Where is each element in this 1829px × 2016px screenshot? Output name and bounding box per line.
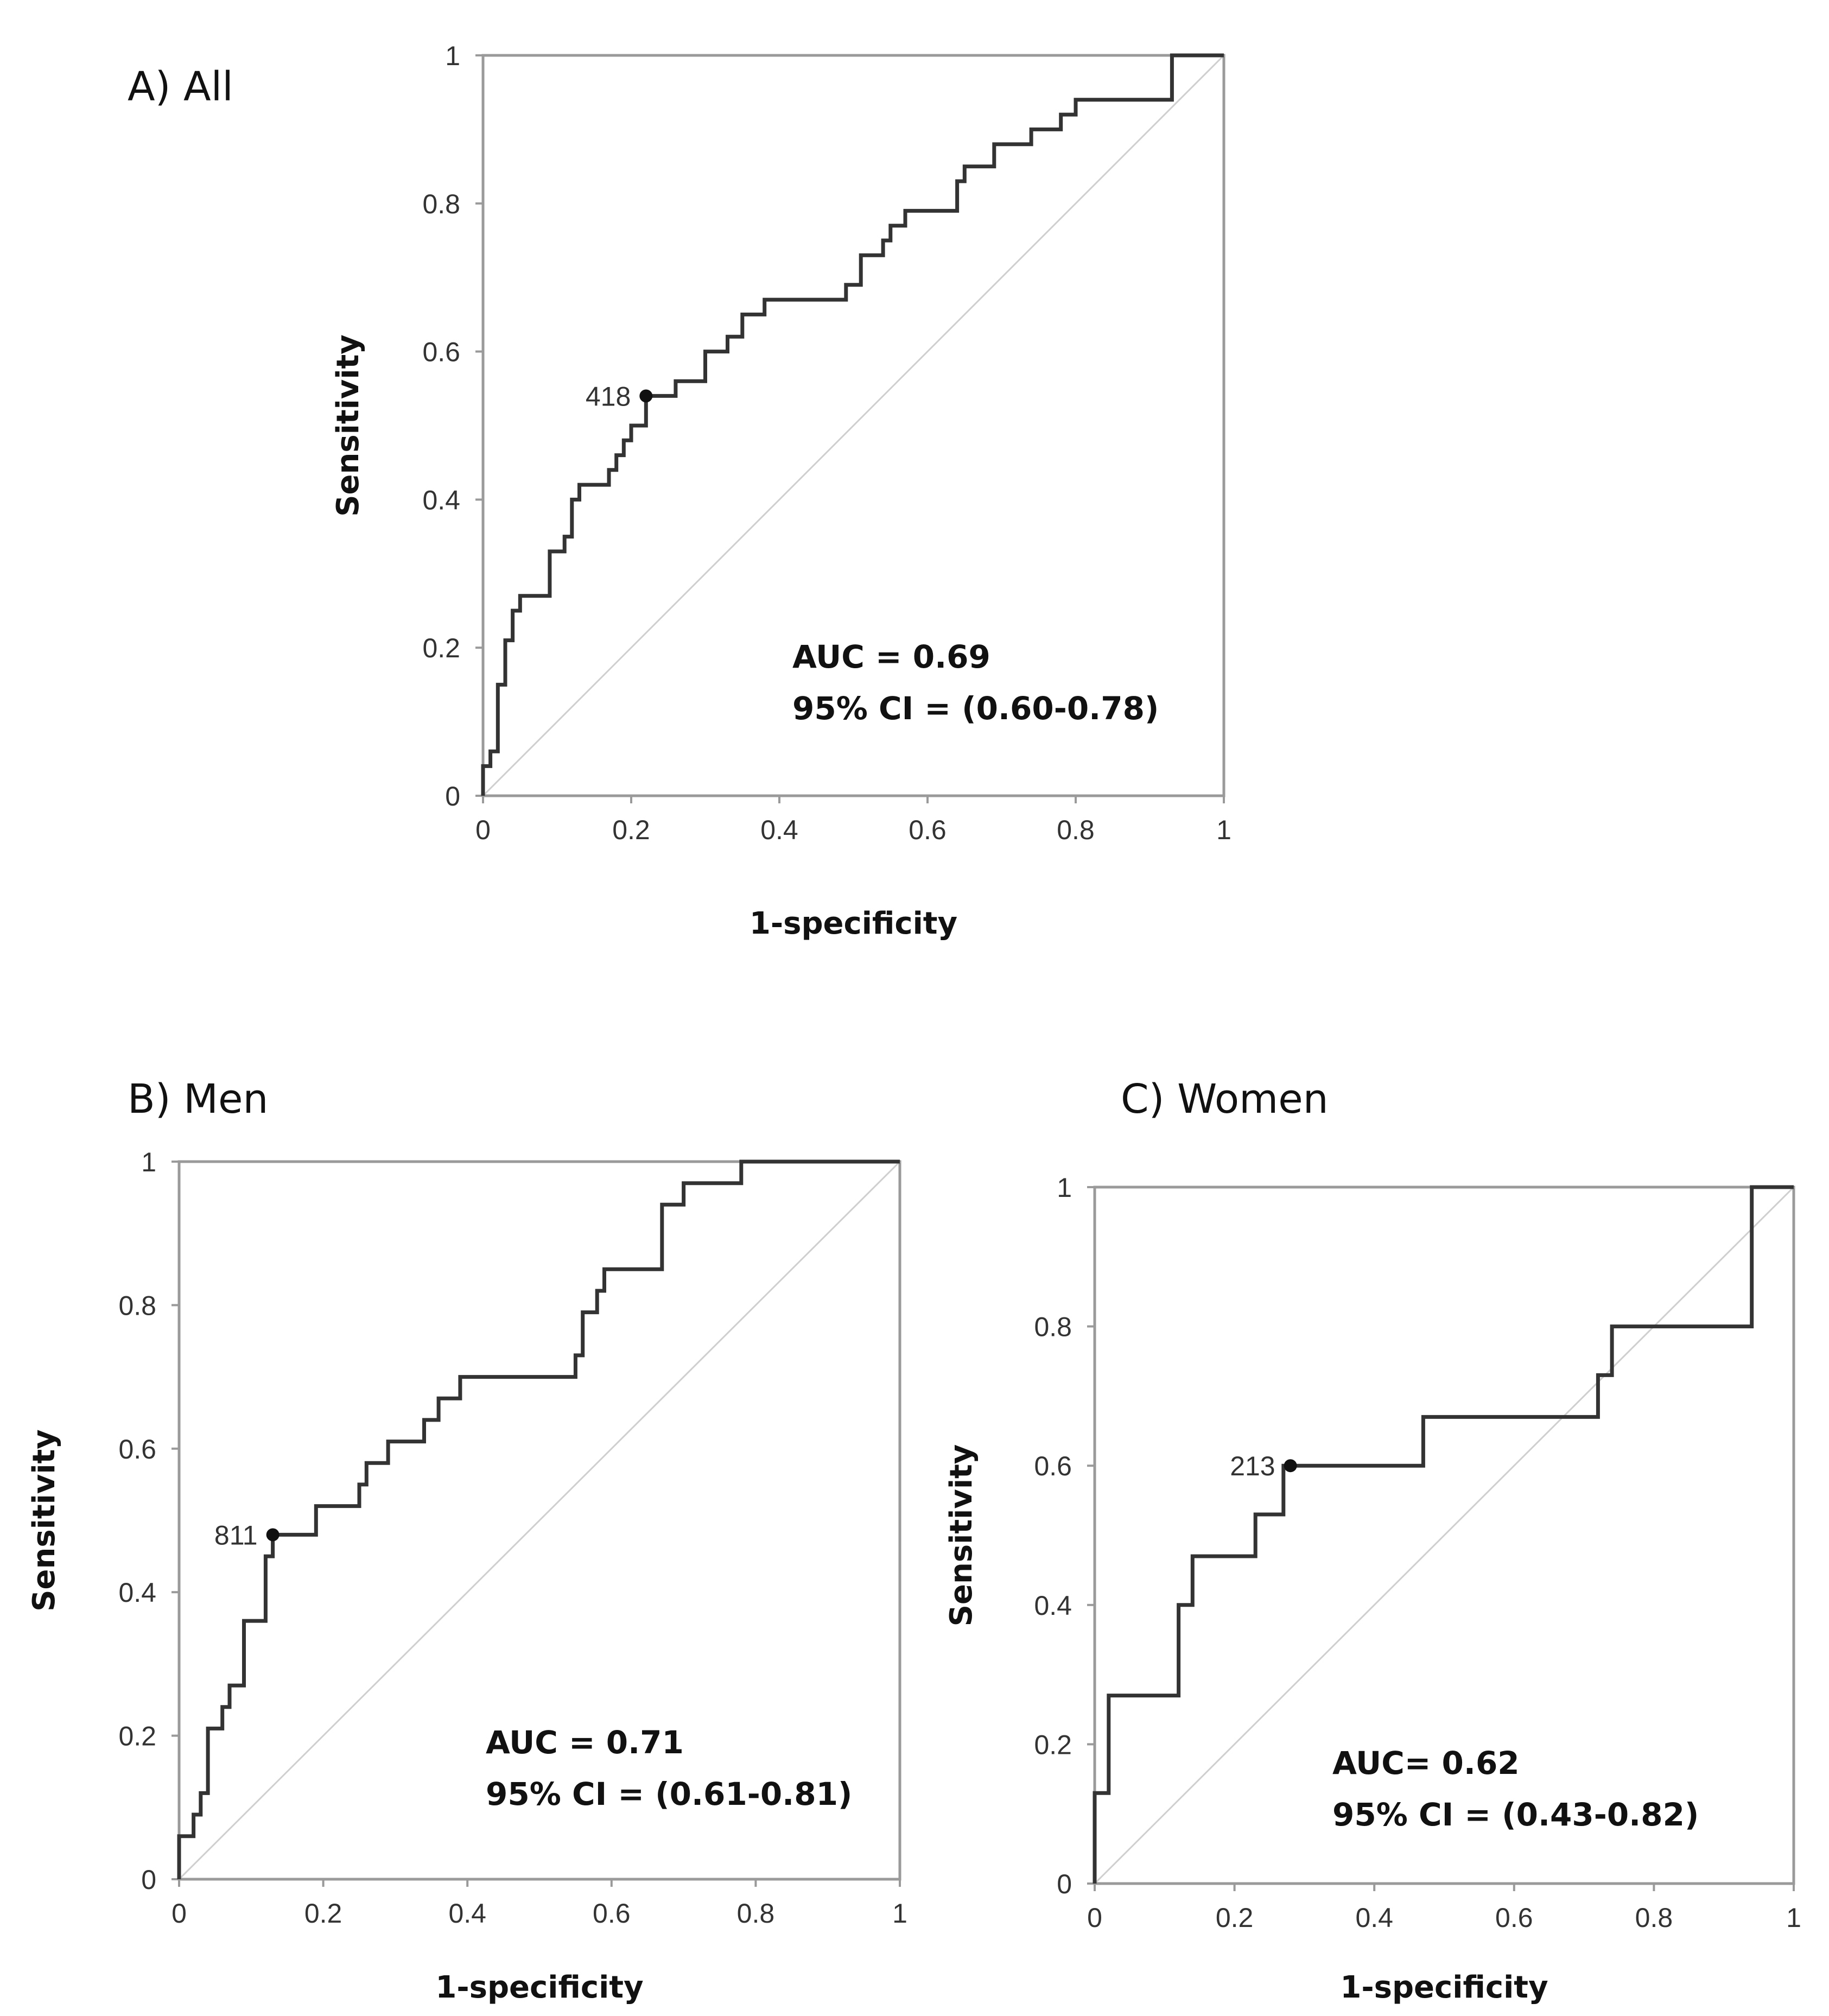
cut-point-marker [1284, 1459, 1297, 1473]
cut-point-label: 213 [1230, 1451, 1275, 1481]
x-tick-label: 0.6 [909, 815, 947, 845]
panel-all: A) All 0 0.2 0.4 0.6 0.8 1 0 0.2 0.4 0.6 0.8 1 418 AUC… [128, 41, 1231, 941]
ci-annotation: 95% CI = (0.60-0.78) [792, 690, 1159, 727]
auc-annotation: AUC = 0.71 [486, 1724, 684, 1761]
plot-frame [1093, 1185, 1795, 1885]
x-tick-label: 0.2 [304, 1898, 342, 1929]
roc-curve [177, 1159, 900, 1879]
x-tick-label: 0.8 [737, 1898, 775, 1929]
cut-point-label: 811 [214, 1520, 258, 1550]
x-tick-label: 1 [1216, 815, 1231, 845]
y-tick-label: 0.2 [1034, 1729, 1072, 1760]
x-tick-label: 1 [1786, 1903, 1801, 1933]
y-axis-label: Sensitivity [944, 1444, 979, 1627]
x-tick-label: 0.2 [1216, 1903, 1254, 1933]
auc-annotation: AUC= 0.62 [1332, 1745, 1520, 1782]
plot-frame [177, 1160, 901, 1881]
y-tick-label: 0.6 [118, 1434, 156, 1465]
y-tick-label: 0.8 [422, 189, 460, 219]
y-tick-label: 0.2 [422, 633, 460, 663]
y-axis-label: Sensitivity [331, 334, 366, 517]
ci-annotation: 95% CI = (0.61-0.81) [486, 1776, 852, 1812]
panel-women: C) Women 0 0.2 0.4 0.6 0.8 1 0 0.2 0.4 0.6 0.8 1 213 A… [944, 1076, 1801, 2005]
y-tick-label: 0.8 [1034, 1312, 1072, 1342]
y-tick-label: 1 [1057, 1172, 1072, 1203]
auc-annotation: AUC = 0.69 [792, 638, 990, 675]
y-tick-label: 0.4 [1034, 1590, 1072, 1621]
y-axis-label: Sensitivity [27, 1429, 62, 1612]
x-tick-label: 0 [1087, 1903, 1102, 1933]
x-axis-label: 1-specificity [750, 906, 957, 941]
x-tick-label: 0.2 [612, 815, 650, 845]
cut-point-marker [639, 389, 653, 403]
y-tick-label: 0 [1057, 1869, 1072, 1899]
y-tick-label: 0.6 [422, 337, 460, 367]
x-tick-label: 0.8 [1635, 1903, 1673, 1933]
plot-frame [481, 54, 1225, 797]
y-tick-label: 0.2 [118, 1721, 156, 1752]
roc-curve [1093, 1185, 1794, 1884]
x-tick-label: 0.4 [448, 1898, 486, 1929]
panel-title: C) Women [1121, 1076, 1329, 1123]
cut-point-label: 418 [586, 381, 631, 411]
x-tick-label: 0.4 [760, 815, 798, 845]
x-tick-label: 0.6 [1495, 1903, 1533, 1933]
panel-title: B) Men [128, 1076, 268, 1123]
y-tick-label: 0 [445, 781, 460, 812]
y-tick-label: 1 [141, 1147, 156, 1177]
x-axis-label: 1-specificity [1340, 1970, 1548, 2005]
x-tick-label: 1 [892, 1898, 907, 1929]
panel-men: B) Men 0 0.2 0.4 0.6 0.8 1 0 0.2 0.4 0.6 0.8 1 811 AUC… [27, 1076, 907, 2005]
roc-curve [481, 53, 1224, 796]
y-tick-label: 0.8 [118, 1290, 156, 1321]
cut-point-marker [266, 1528, 280, 1542]
y-tick-label: 0.4 [118, 1577, 156, 1608]
x-tick-label: 0.8 [1057, 815, 1095, 845]
reference-diagonal-line [178, 1161, 901, 1880]
reference-diagonal-line [1094, 1186, 1795, 1885]
y-tick-label: 0.4 [422, 485, 460, 515]
x-axis-label: 1-specificity [435, 1970, 643, 2005]
reference-diagonal-line [482, 54, 1225, 797]
panel-title: A) All [128, 64, 233, 110]
ci-annotation: 95% CI = (0.43-0.82) [1332, 1796, 1699, 1833]
x-tick-label: 0.6 [593, 1898, 631, 1929]
y-tick-label: 0 [141, 1865, 156, 1895]
x-tick-label: 0 [172, 1898, 187, 1929]
y-tick-label: 1 [445, 41, 460, 71]
x-tick-label: 0.4 [1355, 1903, 1393, 1933]
x-tick-label: 0 [475, 815, 491, 845]
y-tick-label: 0.6 [1034, 1451, 1072, 1481]
